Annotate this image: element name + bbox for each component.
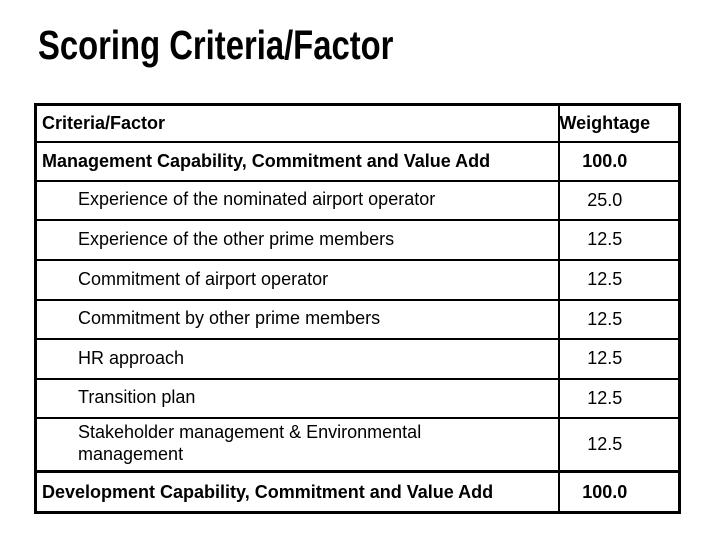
table-row: Stakeholder management & Environmental m… bbox=[34, 416, 681, 473]
row-value: 12.5 bbox=[557, 218, 681, 261]
table-row: Experience of the nominated airport oper… bbox=[34, 179, 681, 221]
page-title: Scoring Criteria/Factor bbox=[38, 22, 394, 68]
column-header-weightage: Weightage bbox=[557, 103, 681, 143]
row-value: 12.5 bbox=[557, 298, 681, 340]
scoring-table: Criteria/Factor Weightage Management Cap… bbox=[34, 103, 681, 514]
row-label: Development Capability, Commitment and V… bbox=[34, 470, 560, 514]
row-value: 25.0 bbox=[557, 179, 681, 221]
table-row: HR approach 12.5 bbox=[34, 337, 681, 380]
row-value: 100.0 bbox=[557, 140, 681, 182]
table-row: Management Capability, Commitment and Va… bbox=[34, 140, 681, 182]
table-row: Development Capability, Commitment and V… bbox=[34, 470, 681, 514]
row-value: 12.5 bbox=[557, 258, 681, 301]
table-row: Commitment by other prime members 12.5 bbox=[34, 298, 681, 340]
row-label: Commitment by other prime members bbox=[34, 298, 560, 340]
row-value: 100.0 bbox=[557, 470, 681, 514]
row-label: Transition plan bbox=[34, 377, 560, 419]
row-value: 12.5 bbox=[557, 377, 681, 419]
table-header: Criteria/Factor Weightage bbox=[34, 103, 681, 143]
row-label: Experience of the nominated airport oper… bbox=[34, 179, 560, 221]
row-value: 12.5 bbox=[557, 416, 681, 473]
table-header-row: Criteria/Factor Weightage bbox=[34, 103, 681, 143]
table-row: Transition plan 12.5 bbox=[34, 377, 681, 419]
row-label: Management Capability, Commitment and Va… bbox=[34, 140, 560, 182]
table-body: Management Capability, Commitment and Va… bbox=[34, 140, 681, 514]
table-row: Experience of the other prime members 12… bbox=[34, 218, 681, 261]
row-value: 12.5 bbox=[557, 337, 681, 380]
row-label: HR approach bbox=[34, 337, 560, 380]
row-label: Experience of the other prime members bbox=[34, 218, 560, 261]
row-label: Commitment of airport operator bbox=[34, 258, 560, 301]
row-label: Stakeholder management & Environmental m… bbox=[34, 416, 560, 473]
table-row: Commitment of airport operator 12.5 bbox=[34, 258, 681, 301]
column-header-criteria: Criteria/Factor bbox=[34, 103, 560, 143]
